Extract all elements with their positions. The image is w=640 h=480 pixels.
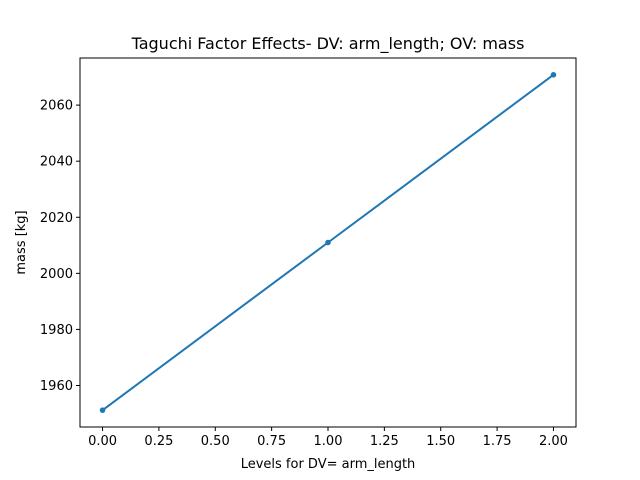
y-tick-label: 2000 — [40, 267, 73, 282]
y-tick-label: 1960 — [40, 379, 73, 394]
x-axis: 0.00 0.25 0.50 0.75 1.00 1.25 1.50 1.75 2.00 — [88, 427, 568, 449]
x-tick-label: 1.50 — [426, 434, 455, 449]
plot-area — [99, 72, 557, 413]
x-tick-label: 1.75 — [483, 434, 512, 449]
y-axis: 1960 1980 2000 2020 2040 2060 — [40, 99, 80, 394]
y-axis-label: mass [kg] — [14, 210, 29, 274]
data-point — [550, 72, 557, 78]
data-point — [325, 239, 331, 246]
x-tick-label: 2.00 — [539, 434, 568, 449]
x-tick-label: 0.50 — [201, 434, 230, 449]
x-tick-label: 0.25 — [144, 434, 173, 449]
x-tick-label: 0.00 — [88, 434, 117, 449]
x-axis-label: Levels for DV= arm_length — [241, 457, 416, 472]
x-tick-label: 1.25 — [370, 434, 399, 449]
chart-title: Taguchi Factor Effects- DV: arm_length; … — [131, 34, 525, 54]
x-tick-label: 0.75 — [257, 434, 286, 449]
data-point — [99, 407, 106, 413]
y-tick-label: 1980 — [40, 323, 73, 338]
y-tick-label: 2060 — [40, 99, 73, 114]
x-tick-label: 1.00 — [314, 434, 343, 449]
y-tick-label: 2040 — [40, 155, 73, 170]
y-tick-label: 2020 — [40, 211, 73, 226]
